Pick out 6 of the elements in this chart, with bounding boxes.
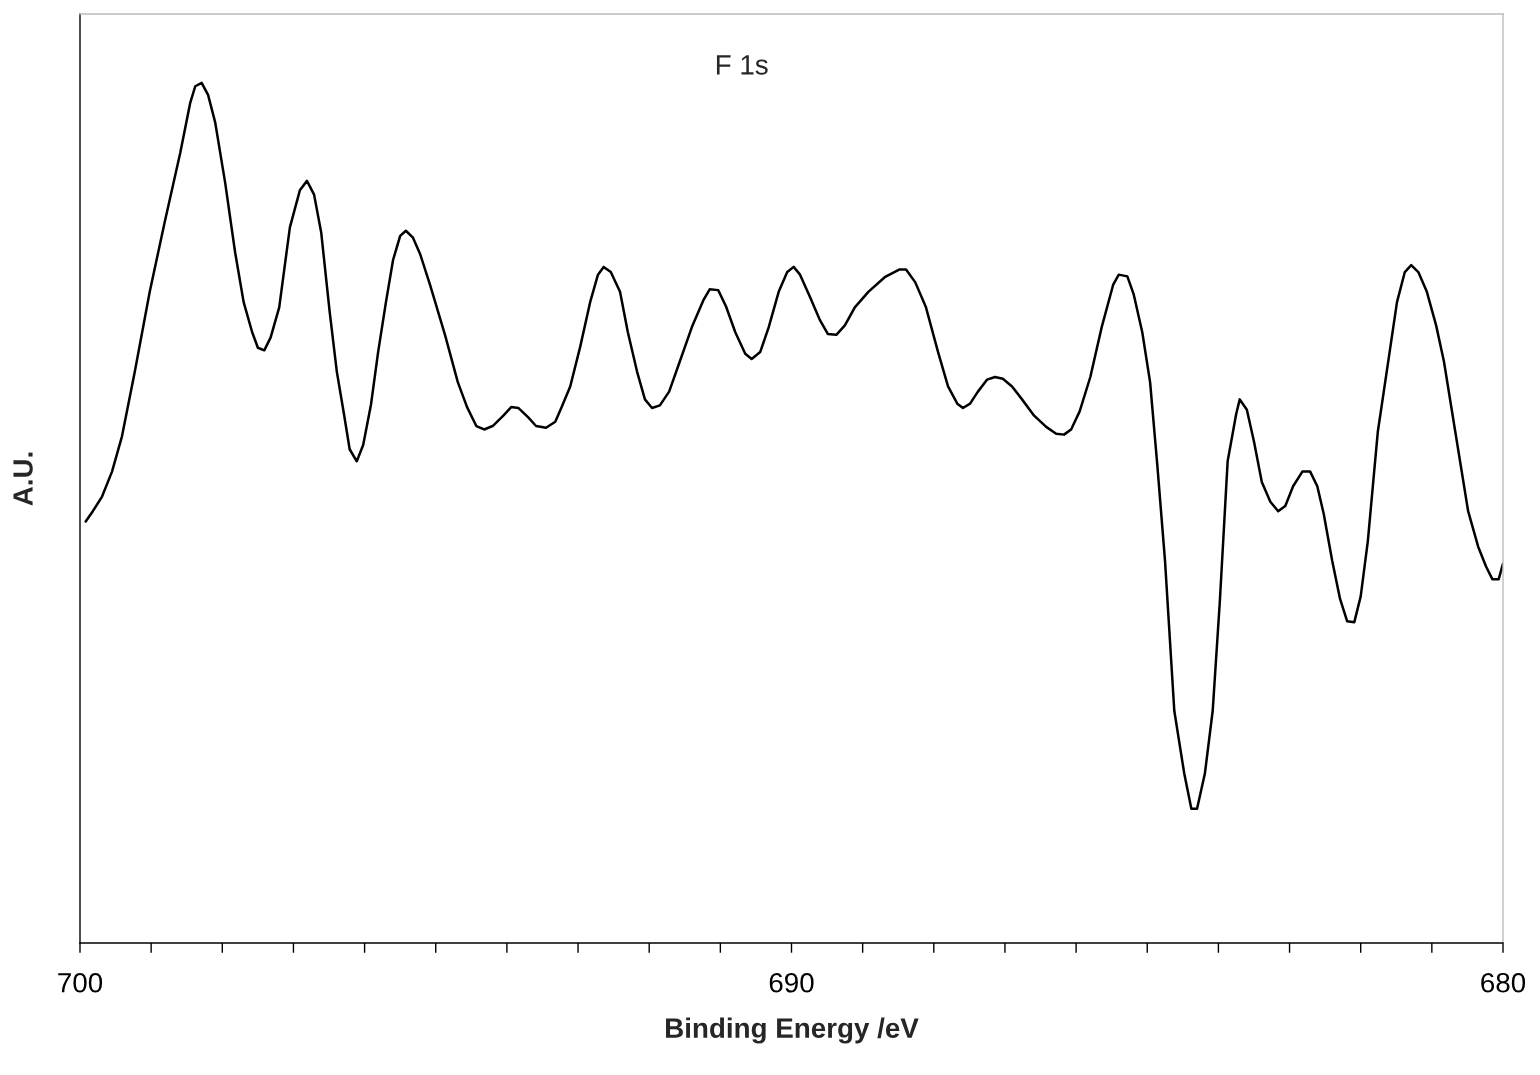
x-tick-label: 680 xyxy=(1481,972,1526,993)
x-tick-label: 690 xyxy=(769,972,814,993)
y-axis-title: A.U. xyxy=(13,452,33,506)
x-tick-label: 700 xyxy=(58,972,103,993)
x-axis-title: Binding Energy /eV xyxy=(666,1017,919,1044)
text: F 1s xyxy=(716,55,768,75)
